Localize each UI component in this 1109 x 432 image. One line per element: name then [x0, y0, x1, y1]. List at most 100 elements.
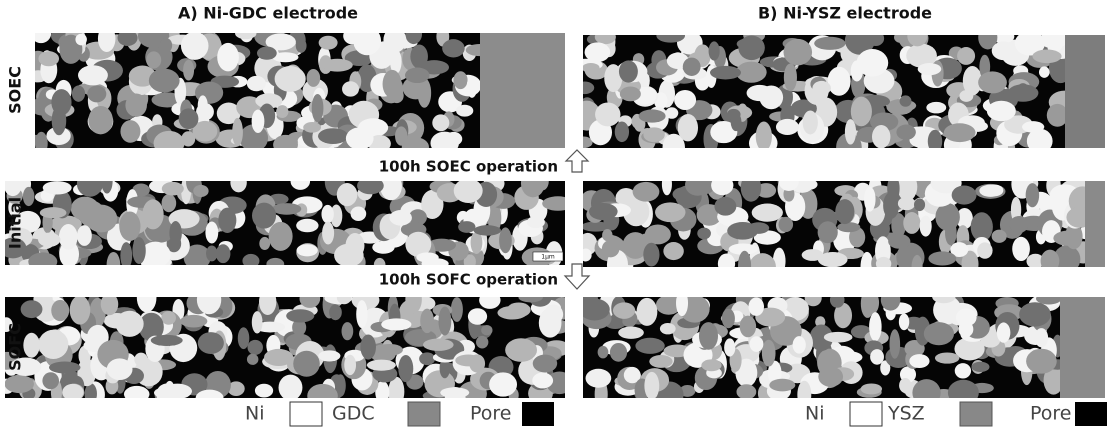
legend-label: YSZ — [887, 403, 925, 425]
grain — [344, 355, 356, 375]
grain — [51, 300, 69, 321]
grain — [198, 95, 208, 115]
grain — [107, 358, 133, 380]
grain — [1012, 237, 1030, 261]
grain — [618, 326, 644, 338]
grain — [997, 322, 1011, 342]
grain — [727, 222, 758, 240]
grain — [738, 251, 751, 281]
grain — [1026, 183, 1040, 207]
grain — [318, 128, 348, 144]
grain — [649, 355, 672, 368]
grain — [115, 311, 143, 337]
grain — [876, 257, 891, 271]
grain — [586, 369, 612, 388]
grain — [978, 71, 1007, 93]
grain — [741, 174, 762, 202]
grain — [134, 353, 147, 367]
figure: A) Ni-GDC electrode B) Ni-YSZ electrode … — [0, 0, 1109, 428]
electrolyte — [1085, 181, 1105, 267]
grain — [101, 169, 112, 194]
grain — [319, 36, 338, 50]
grain — [582, 63, 599, 73]
grain — [198, 332, 224, 354]
grain — [1035, 328, 1048, 347]
grain — [146, 51, 161, 68]
grain — [722, 309, 735, 329]
grain — [269, 222, 293, 251]
grain — [864, 187, 876, 212]
grain — [357, 177, 384, 194]
grain — [912, 255, 923, 278]
grain — [162, 194, 177, 212]
grain — [438, 307, 451, 336]
grain — [861, 252, 874, 282]
grain — [709, 41, 720, 60]
micrograph — [0, 283, 573, 408]
grain — [293, 351, 320, 377]
grain — [579, 299, 609, 321]
grain — [454, 178, 483, 203]
grain — [762, 340, 776, 367]
legend-label: Ni — [245, 403, 265, 425]
grain — [169, 221, 181, 245]
grain — [1053, 231, 1082, 246]
grain — [59, 224, 78, 250]
grain — [337, 183, 358, 206]
grain — [585, 42, 611, 62]
grain — [697, 228, 711, 240]
grain — [124, 386, 150, 403]
electrolyte — [1060, 297, 1105, 398]
grain — [252, 110, 265, 133]
grain — [824, 332, 853, 343]
grain — [120, 120, 140, 143]
row-label: SOEC — [6, 66, 25, 114]
grain — [532, 373, 553, 389]
row-label: SOFC — [6, 323, 25, 371]
legend-swatch — [960, 402, 992, 426]
grain — [416, 252, 438, 262]
grain — [372, 241, 394, 254]
grain — [23, 333, 39, 358]
grain — [851, 60, 863, 81]
grain — [835, 199, 854, 224]
grain — [272, 203, 301, 215]
grain — [955, 363, 971, 378]
grain — [595, 30, 616, 44]
grain — [381, 318, 411, 330]
grain — [163, 384, 192, 399]
legend-swatch — [408, 402, 440, 426]
grain — [887, 175, 899, 202]
grain — [51, 89, 71, 115]
legend: Ni GDC Pore Ni YSZ Pore — [245, 402, 1107, 426]
grain — [88, 106, 113, 134]
grain — [149, 69, 180, 93]
grain — [610, 343, 627, 362]
grain — [907, 26, 927, 46]
grain — [784, 64, 797, 92]
grain — [206, 246, 218, 262]
grain — [539, 308, 562, 338]
grain — [303, 122, 321, 133]
grain — [932, 291, 955, 303]
grain — [793, 336, 806, 354]
grain — [346, 233, 365, 258]
grain — [683, 58, 701, 76]
grain — [266, 258, 284, 270]
grain — [637, 298, 658, 326]
grain — [154, 131, 185, 156]
grain — [87, 86, 106, 103]
grain — [235, 27, 256, 39]
legend-label: Ni — [805, 403, 825, 425]
grain — [851, 97, 872, 127]
grain — [900, 95, 912, 106]
grain — [827, 67, 850, 96]
grain — [117, 30, 137, 46]
grain — [861, 383, 882, 394]
grain — [655, 202, 685, 222]
grain — [1010, 216, 1029, 233]
grain — [5, 375, 34, 393]
grain — [633, 182, 660, 202]
grain — [179, 108, 199, 129]
grain — [119, 211, 140, 241]
